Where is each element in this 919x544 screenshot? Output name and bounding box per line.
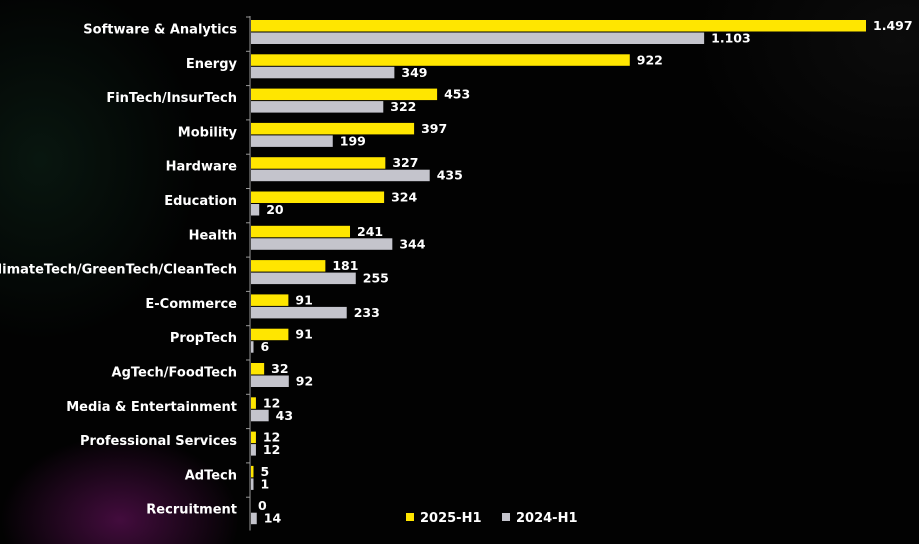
bar-2024-h1 xyxy=(251,169,430,182)
bar-2024-h1 xyxy=(251,444,256,456)
bar-2025-h1 xyxy=(251,397,256,409)
data-label: 233 xyxy=(354,305,380,320)
legend-swatch xyxy=(406,513,414,521)
category-label: AdTech xyxy=(185,468,237,483)
data-label: 12 xyxy=(263,442,280,457)
legend-swatch xyxy=(502,513,510,521)
category-label: Hardware xyxy=(166,160,238,175)
bar-2025-h1 xyxy=(251,191,385,203)
data-label: 91 xyxy=(295,327,312,342)
legend-label: 2024-H1 xyxy=(516,511,578,526)
bar-2024-h1 xyxy=(251,306,347,319)
bar-2024-h1 xyxy=(251,101,384,113)
bar-2025-h1 xyxy=(251,363,265,375)
legend-label: 2025-H1 xyxy=(420,511,482,526)
data-label: 324 xyxy=(391,190,417,205)
data-label: 349 xyxy=(401,65,427,80)
data-label: 91 xyxy=(295,292,312,307)
bar-2025-h1 xyxy=(251,88,438,101)
data-label: 255 xyxy=(363,271,389,286)
bar-2024-h1 xyxy=(251,341,254,353)
data-label: 43 xyxy=(276,408,293,423)
bar-2025-h1 xyxy=(251,54,630,66)
category-label: Professional Services xyxy=(80,434,237,449)
data-label: 922 xyxy=(637,52,663,67)
category-label: Education xyxy=(164,194,237,209)
category-label: Media & Entertainment xyxy=(66,400,237,415)
bar-2025-h1 xyxy=(251,225,351,238)
bar-2025-h1 xyxy=(251,122,415,135)
data-label: 344 xyxy=(399,236,425,251)
category-label: AgTech/FoodTech xyxy=(112,366,237,381)
data-label: 1 xyxy=(261,476,270,491)
data-label: 12 xyxy=(263,395,280,410)
category-label: Mobility xyxy=(178,125,238,140)
data-label: 322 xyxy=(390,99,416,114)
bar-2024-h1 xyxy=(251,272,356,285)
category-label: PropTech xyxy=(170,331,237,346)
data-label: 1.103 xyxy=(711,31,751,46)
data-label: 32 xyxy=(271,361,288,376)
bar-2024-h1 xyxy=(251,238,393,250)
bar-2024-h1 xyxy=(251,32,705,44)
category-label: Software & Analytics xyxy=(83,23,237,38)
data-label: 92 xyxy=(296,374,313,389)
data-label: 12 xyxy=(263,430,280,445)
data-label: 0 xyxy=(258,498,267,513)
bar-2025-h1 xyxy=(251,157,386,169)
data-label: 241 xyxy=(357,224,383,239)
data-label: 14 xyxy=(264,511,282,526)
bar-2025-h1 xyxy=(251,431,256,444)
data-label: 397 xyxy=(421,121,447,136)
data-label: 181 xyxy=(332,258,358,273)
bar-2025-h1 xyxy=(251,260,326,272)
bar-2024-h1 xyxy=(251,66,395,79)
bar-2025-h1 xyxy=(251,294,289,306)
bar-2025-h1 xyxy=(251,328,289,341)
data-label: 199 xyxy=(340,133,366,148)
data-label: 435 xyxy=(437,168,463,183)
bar-2024-h1 xyxy=(251,204,260,216)
bar-2024-h1 xyxy=(251,135,333,147)
data-label: 20 xyxy=(266,202,284,217)
category-label: FinTech/InsurTech xyxy=(106,91,237,106)
bar-2024-h1 xyxy=(251,375,289,387)
category-label: Health xyxy=(189,228,237,243)
bar-2025-h1 xyxy=(251,465,254,478)
bar-2024-h1 xyxy=(251,512,257,525)
bar-2025-h1 xyxy=(251,20,866,32)
data-label: 1.497 xyxy=(873,18,913,33)
category-label: ClimateTech/GreenTech/CleanTech xyxy=(0,263,237,278)
category-label: E-Commerce xyxy=(145,297,237,312)
data-label: 6 xyxy=(261,339,270,354)
category-label: Energy xyxy=(186,57,238,72)
category-label: Recruitment xyxy=(146,503,237,518)
data-label: 453 xyxy=(444,87,470,102)
bar-2024-h1 xyxy=(251,409,269,422)
data-label: 327 xyxy=(392,155,418,170)
bar-2024-h1 xyxy=(251,478,254,490)
data-label: 5 xyxy=(261,464,270,479)
